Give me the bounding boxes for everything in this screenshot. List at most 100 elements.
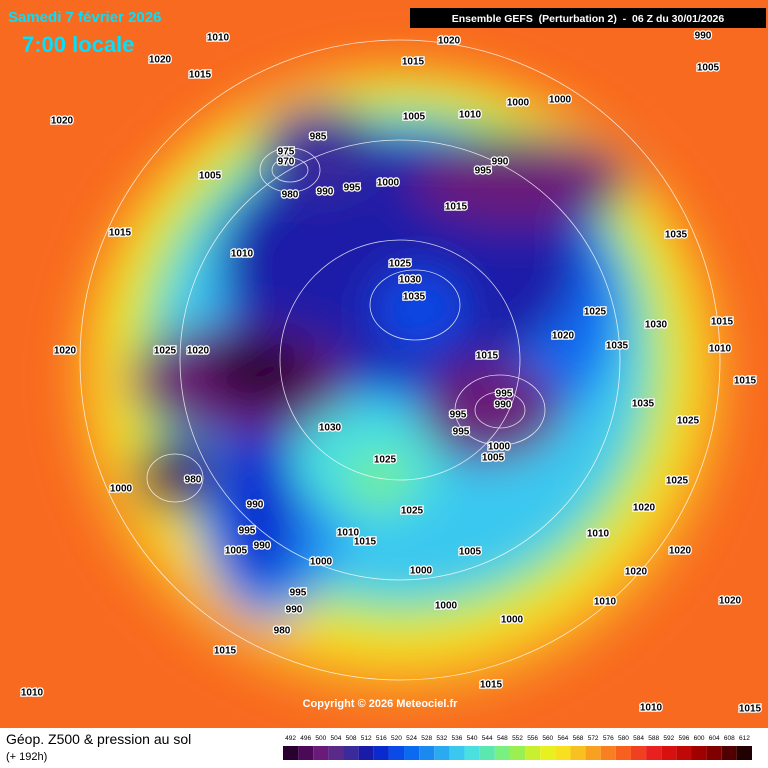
isobar-label: 1000 <box>507 98 530 109</box>
colorbar-swatch <box>706 746 722 760</box>
isobar-label: 1035 <box>665 230 688 241</box>
isobar-label: 1025 <box>154 346 177 357</box>
date: Samedi 7 février 2026 <box>8 9 161 26</box>
colorbar-label: 532 <box>436 735 447 742</box>
isobar-label: 1030 <box>399 275 422 286</box>
colorbar-label: 584 <box>633 735 644 742</box>
isobar-label: 990 <box>247 500 264 511</box>
isobar-label: 1000 <box>310 557 333 568</box>
isobar-label: 1015 <box>476 351 499 362</box>
isobar-label: 990 <box>495 400 512 411</box>
colorbar-swatch <box>615 746 631 760</box>
isobar-label: 1025 <box>401 506 424 517</box>
colorbar-swatch <box>555 746 571 760</box>
isobar-label: 1000 <box>435 601 458 612</box>
isobar-label: 1010 <box>709 344 732 355</box>
isobar-label: 990 <box>254 541 271 552</box>
colorbar-label: 592 <box>663 735 674 742</box>
isobar-label: 995 <box>239 526 256 537</box>
colorbar-label: 604 <box>709 735 720 742</box>
isobar-label: 1035 <box>606 341 629 352</box>
isobar-label: 1000 <box>501 615 524 626</box>
colorbar-swatch <box>736 746 752 760</box>
colorbar-label: 536 <box>452 735 463 742</box>
isobar-label: 970 <box>278 157 295 168</box>
isobar-label: 1015 <box>189 70 212 81</box>
isobar-label: 980 <box>282 190 299 201</box>
isobar-label: 1020 <box>149 55 172 66</box>
isobar-label: 1020 <box>633 503 656 514</box>
colorbar-swatch <box>630 746 647 760</box>
colorbar-swatch <box>313 746 329 760</box>
colorbar: 492 496 500 504 508 512 516 520 524 528 532 536 540 5… <box>283 735 752 760</box>
colorbar-label: 516 <box>376 735 387 742</box>
isobar-label: 1005 <box>482 453 505 464</box>
isobar-label: 1015 <box>445 202 468 213</box>
colorbar-label: 576 <box>603 735 614 742</box>
colorbar-swatch <box>419 746 435 760</box>
colorbar-swatch <box>509 746 526 760</box>
colorbar-swatch <box>661 746 677 760</box>
isobar-label: 1015 <box>109 228 132 239</box>
footer-lead: (+ 192h) <box>6 751 47 763</box>
isobar-label: 1025 <box>389 259 412 270</box>
isobar-label: 1005 <box>459 547 482 558</box>
isobar-label: 1000 <box>488 442 511 453</box>
isobar-label: 1030 <box>645 320 668 331</box>
isobar-label: 1025 <box>374 455 397 466</box>
isobar-label: 980 <box>274 626 291 637</box>
colorbar-label: 528 <box>421 735 432 742</box>
isobar-label: 1020 <box>552 331 575 342</box>
isobar-label: 1020 <box>625 567 648 578</box>
height-field <box>0 0 768 728</box>
colorbar-label: 588 <box>648 735 659 742</box>
isobar-label: 1010 <box>587 529 610 540</box>
isobar-label: 1005 <box>199 171 222 182</box>
colorbar-label: 508 <box>346 735 357 742</box>
colorbar-label: 520 <box>391 735 402 742</box>
footer-title: Géop. Z500 & pression au sol <box>6 731 191 747</box>
isobar-label: 1020 <box>669 546 692 557</box>
colorbar-swatch <box>283 746 299 760</box>
colorbar-swatch <box>404 746 420 760</box>
isobar-label: 980 <box>185 475 202 486</box>
isobar-label: 995 <box>496 389 513 400</box>
isobar-label: 1030 <box>319 423 342 434</box>
isobar-label: 1015 <box>734 376 757 387</box>
isobar-label: 1025 <box>666 476 689 487</box>
colorbar-label: 556 <box>527 735 538 742</box>
colorbar-label: 600 <box>694 735 705 742</box>
colorbar-label: 500 <box>315 735 326 742</box>
colorbar-label: 492 <box>285 735 296 742</box>
colorbar-swatch <box>343 746 359 760</box>
colorbar-swatch <box>646 746 662 760</box>
colorbar-swatch <box>358 746 374 760</box>
isobar-label: 995 <box>344 183 361 194</box>
isobar-label: 995 <box>290 588 307 599</box>
isobar-label: 1015 <box>214 646 237 657</box>
colorbar-swatch <box>298 746 314 760</box>
isobar-label: 1005 <box>697 63 720 74</box>
colorbar-label: 512 <box>361 735 372 742</box>
isobar-label: 1015 <box>739 704 762 715</box>
colorbar-swatch <box>540 746 556 760</box>
colorbar-swatch <box>388 746 405 760</box>
colorbar-label: 548 <box>497 735 508 742</box>
isobar-label: 1010 <box>231 249 254 260</box>
isobar-label: 995 <box>475 166 492 177</box>
isobar-label: 1010 <box>640 703 663 714</box>
colorbar-label: 560 <box>542 735 553 742</box>
colorbar-label: 540 <box>467 735 478 742</box>
colorbar-label: 496 <box>300 735 311 742</box>
colorbar-swatch <box>479 746 495 760</box>
colorbar-swatch <box>691 746 707 760</box>
colorbar-label: 504 <box>331 735 342 742</box>
isobar-label: 1015 <box>402 57 425 68</box>
colorbar-label: 572 <box>588 735 599 742</box>
colorbar-label: 596 <box>678 735 689 742</box>
colorbar-label: 580 <box>618 735 629 742</box>
isobar-label: 1020 <box>51 116 74 127</box>
colorbar-label: 564 <box>557 735 568 742</box>
